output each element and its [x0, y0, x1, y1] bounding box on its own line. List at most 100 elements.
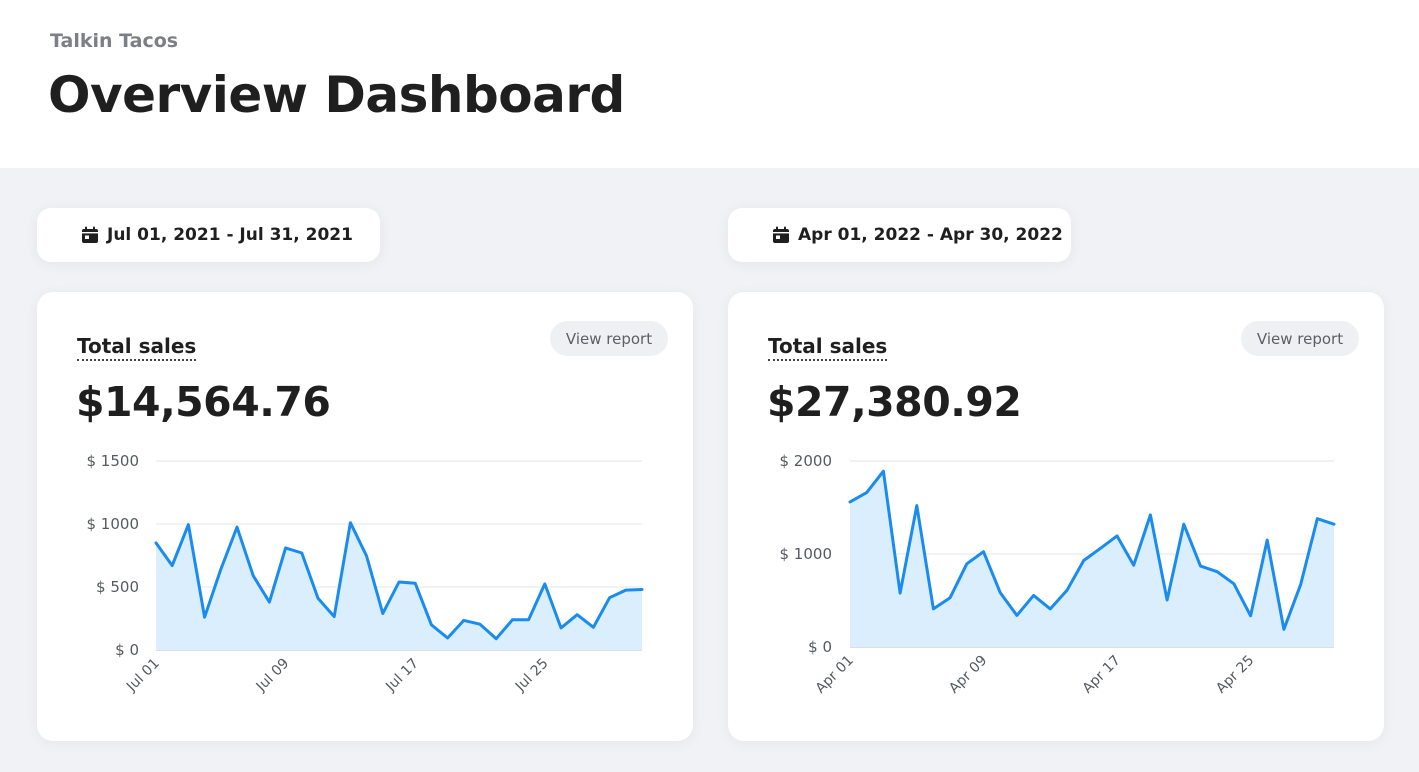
data-point[interactable] [412, 580, 418, 586]
calendar-icon [81, 226, 99, 244]
date-range-picker-left[interactable]: Jul 01, 2021 - Jul 31, 2021 [37, 208, 380, 262]
data-point[interactable] [1014, 612, 1020, 618]
data-point[interactable] [380, 611, 386, 617]
data-point[interactable] [347, 520, 353, 526]
data-point[interactable] [1031, 592, 1037, 598]
sales-area-chart: $ 0 $ 1000 $ 2000 Apr 01 Apr 09 Apr 17 Apr 25 [780, 452, 1337, 697]
x-tick-label: Apr 09 [946, 653, 990, 697]
total-sales-value: $27,380.92 [767, 378, 1022, 426]
sales-area-fill [156, 522, 642, 650]
data-point[interactable] [364, 553, 370, 559]
y-tick-label: $ 1000 [780, 545, 833, 563]
total-sales-label[interactable]: Total sales [768, 334, 888, 361]
data-point[interactable] [1214, 569, 1220, 575]
view-report-button[interactable]: View report [550, 321, 668, 356]
data-point[interactable] [1131, 562, 1137, 568]
date-range-label: Jul 01, 2021 - Jul 31, 2021 [107, 225, 353, 245]
data-point[interactable] [396, 579, 402, 585]
data-point[interactable] [1081, 558, 1087, 564]
data-point[interactable] [250, 573, 256, 579]
data-point[interactable] [185, 522, 191, 528]
data-point[interactable] [1114, 533, 1120, 539]
data-point[interactable] [1064, 587, 1070, 593]
data-point[interactable] [477, 621, 483, 627]
y-tick-label: $ 1500 [87, 452, 140, 470]
data-point[interactable] [947, 595, 953, 601]
sales-line [154, 521, 644, 641]
x-tick-label: Jul 09 [253, 656, 293, 696]
data-point[interactable] [202, 614, 208, 620]
data-point[interactable] [897, 590, 903, 596]
data-point[interactable] [558, 625, 564, 631]
data-point[interactable] [266, 599, 272, 605]
sales-area-fill [850, 471, 1334, 647]
dashboard-content: Jul 01, 2021 - Jul 31, 2021 Apr 01, 2022… [0, 168, 1419, 772]
total-sales-value: $14,564.76 [76, 378, 331, 426]
data-point[interactable] [1147, 512, 1153, 518]
data-point[interactable] [880, 468, 886, 474]
x-tick-label: Apr 01 [813, 653, 857, 697]
data-point[interactable] [234, 524, 240, 530]
data-point[interactable] [623, 587, 629, 593]
data-point[interactable] [997, 590, 1003, 596]
data-point[interactable] [299, 550, 305, 556]
data-point[interactable] [153, 540, 159, 546]
data-point[interactable] [169, 563, 175, 569]
data-point[interactable] [1248, 613, 1254, 619]
y-tick-label: $ 1000 [87, 515, 140, 533]
y-tick-label: $ 500 [96, 578, 139, 596]
data-point[interactable] [1097, 545, 1103, 551]
data-point[interactable] [964, 561, 970, 567]
data-point[interactable] [1231, 581, 1237, 587]
total-sales-card-right: Total sales View report $27,380.92 $ 0 $ … [728, 292, 1384, 741]
sales-line [848, 469, 1336, 631]
data-point[interactable] [574, 612, 580, 618]
data-point[interactable] [1298, 582, 1304, 588]
data-point[interactable] [445, 635, 451, 641]
store-name: Talkin Tacos [50, 30, 179, 52]
data-point[interactable] [1181, 521, 1187, 527]
page-header: Talkin Tacos Overview Dashboard [0, 0, 1419, 168]
data-point[interactable] [428, 622, 434, 628]
data-point[interactable] [1264, 537, 1270, 543]
data-point[interactable] [283, 545, 289, 551]
data-point[interactable] [526, 617, 532, 623]
data-point[interactable] [493, 636, 499, 642]
x-tick-label: Jul 01 [123, 656, 163, 696]
data-point[interactable] [1198, 563, 1204, 569]
x-tick-label: Jul 25 [512, 656, 552, 696]
data-point[interactable] [315, 595, 321, 601]
y-tick-label: $ 2000 [780, 452, 833, 470]
data-point[interactable] [1164, 597, 1170, 603]
data-point[interactable] [509, 617, 515, 623]
data-point[interactable] [639, 587, 645, 593]
data-point[interactable] [847, 499, 853, 505]
data-point[interactable] [930, 606, 936, 612]
data-point[interactable] [218, 566, 224, 572]
total-sales-label[interactable]: Total sales [77, 334, 197, 361]
data-point[interactable] [461, 617, 467, 623]
data-point[interactable] [981, 549, 987, 555]
data-point[interactable] [542, 581, 548, 587]
data-point[interactable] [1281, 626, 1287, 632]
data-point[interactable] [607, 595, 613, 601]
x-tick-label: Apr 17 [1080, 653, 1124, 697]
y-tick-label: $ 0 [115, 641, 139, 659]
data-point[interactable] [864, 490, 870, 496]
data-point[interactable] [331, 614, 337, 620]
total-sales-card-left: Total sales View report $14,564.76 $ 0 $ … [37, 292, 693, 741]
y-tick-label: $ 0 [808, 638, 832, 656]
data-point[interactable] [1047, 606, 1053, 612]
date-range-picker-right[interactable]: Apr 01, 2022 - Apr 30, 2022 [728, 208, 1071, 262]
data-point[interactable] [1314, 516, 1320, 522]
view-report-button[interactable]: View report [1241, 321, 1359, 356]
data-point[interactable] [1331, 521, 1337, 527]
x-tick-label: Apr 25 [1213, 653, 1257, 697]
sales-area-chart: $ 0 $ 500 $ 1000 $ 1500 Jul 01 Jul 09 Jul 17 Ju… [87, 452, 645, 696]
data-point[interactable] [590, 624, 596, 630]
calendar-icon [772, 226, 790, 244]
data-point[interactable] [914, 503, 920, 509]
x-tick-label: Jul 17 [382, 656, 422, 696]
date-range-label: Apr 01, 2022 - Apr 30, 2022 [798, 225, 1063, 245]
page-title: Overview Dashboard [48, 66, 625, 124]
